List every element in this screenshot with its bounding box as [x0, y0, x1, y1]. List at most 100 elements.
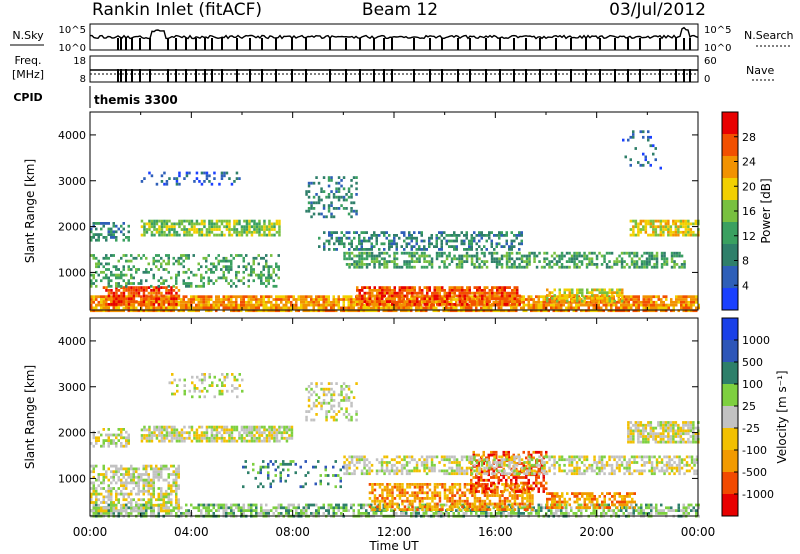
cpid-strip: CPID themis 3300: [13, 86, 178, 108]
velocity-cell: [388, 483, 392, 486]
power-cell: [310, 303, 313, 307]
power-cell: [175, 306, 178, 310]
power-cell: [697, 306, 700, 310]
power-cell: [495, 251, 499, 255]
power-cell: [508, 291, 511, 295]
power-cell: [233, 225, 236, 229]
velocity-cell: [97, 492, 100, 496]
power-cell: [583, 251, 586, 255]
velocity-cell: [90, 495, 93, 499]
velocity-cell: [368, 497, 372, 500]
power-cell: [200, 279, 203, 283]
power-cell: [150, 219, 154, 223]
power-cell: [345, 251, 349, 255]
velocity-cell: [115, 498, 118, 502]
power-cell: [497, 309, 500, 313]
power-cell: [408, 291, 411, 295]
velocity-cell: [417, 512, 420, 515]
velocity-cell: [305, 509, 308, 512]
velocity-cell: [120, 503, 123, 507]
power-cell: [330, 179, 333, 182]
velocity-cell: [410, 512, 413, 515]
power-cell: [227, 268, 230, 271]
velocity-cell: [447, 512, 450, 515]
power-cell: [163, 182, 166, 186]
power-cell: [597, 306, 600, 310]
power-cell: [182, 259, 185, 263]
power-cell: [660, 254, 664, 258]
power-cell: [213, 222, 216, 226]
power-cell: [195, 295, 198, 299]
velocity-cell: [685, 512, 688, 515]
power-cell: [503, 303, 506, 306]
power-cell: [347, 306, 350, 310]
power-cell: [242, 282, 245, 285]
velocity-cell: [655, 506, 658, 510]
power-cell: [350, 309, 353, 313]
power-cell: [639, 222, 643, 226]
power-cell: [632, 219, 635, 223]
velocity-cell: [125, 467, 128, 471]
power-cell: [250, 298, 253, 301]
power-cell: [455, 303, 458, 307]
power-cell: [147, 309, 150, 313]
power-cell: [632, 298, 635, 301]
power-cell: [600, 254, 604, 258]
power-cell: [482, 300, 485, 304]
power-cell: [207, 268, 210, 271]
power-cell: [451, 286, 454, 289]
power-cell: [337, 207, 341, 210]
power-cell: [230, 284, 233, 288]
power-cell: [418, 254, 421, 258]
power-cell: [252, 256, 255, 260]
power-cell: [442, 309, 445, 313]
velocity-cell: [122, 481, 125, 485]
power-cell: [350, 201, 353, 205]
power-cell: [573, 257, 576, 261]
velocity-cell: [127, 495, 130, 499]
velocity-cell: [277, 506, 280, 510]
power-cell: [148, 219, 151, 223]
power-cell: [430, 306, 433, 310]
power-cell: [325, 306, 328, 310]
power-cell: [165, 228, 169, 231]
power-cell: [467, 309, 470, 313]
power-cell: [315, 295, 318, 299]
power-cell: [393, 254, 396, 258]
power-cell: [647, 303, 650, 307]
velocity-cell: [107, 492, 110, 496]
power-cell: [355, 309, 358, 313]
power-cell: [662, 303, 665, 307]
power-cell: [621, 291, 624, 295]
power-cell: [198, 233, 201, 237]
power-cell: [310, 309, 313, 313]
velocity-cell: [197, 503, 200, 507]
velocity-cell: [685, 506, 688, 510]
power-cell: [312, 309, 315, 313]
power-cell: [476, 291, 479, 295]
power-cell: [342, 298, 345, 301]
power-cell: [200, 230, 204, 234]
power-cell: [107, 262, 110, 266]
power-cell: [282, 306, 285, 310]
power-cell: [240, 303, 243, 307]
power-cell: [620, 265, 624, 269]
power-cell: [632, 295, 635, 299]
power-cell: [520, 306, 523, 310]
velocity-cell: [140, 478, 143, 482]
power-cell: [388, 245, 391, 248]
velocity-cell: [378, 505, 382, 509]
power-cell: [687, 303, 690, 307]
power-cell: [633, 251, 636, 255]
power-cell: [381, 300, 384, 303]
power-cell: [205, 306, 208, 310]
power-cell: [393, 297, 396, 301]
velocity-cell: [295, 509, 298, 512]
power-cell: [385, 309, 388, 313]
velocity-cell: [107, 503, 110, 507]
power-cell: [95, 306, 98, 310]
power-cell: [557, 306, 560, 310]
velocity-cell: [222, 512, 225, 515]
power-cell: [358, 260, 361, 263]
power-cell: [297, 306, 300, 310]
